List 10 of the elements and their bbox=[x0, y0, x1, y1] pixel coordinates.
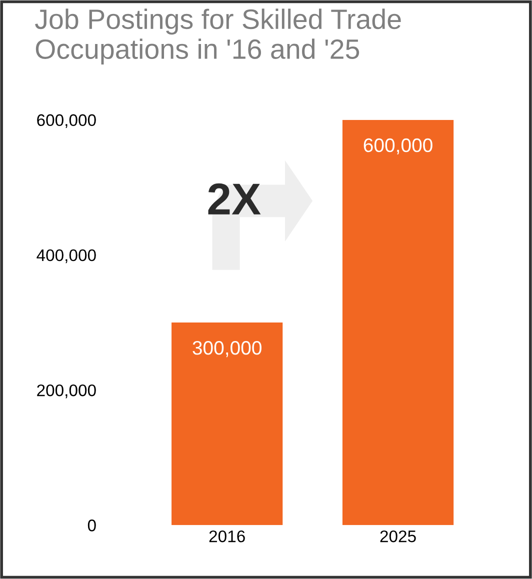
data-label: 300,000 bbox=[192, 341, 262, 358]
y-tick-label: 0 bbox=[88, 520, 96, 532]
y-tick-label: 400,000 bbox=[36, 249, 96, 264]
y-tick-label: 600,000 bbox=[37, 114, 96, 128]
x-tick-label: 2016 bbox=[209, 530, 245, 542]
data-label: 600,000 bbox=[364, 138, 432, 154]
chart-title: Job Postings for Skilled Trade Occupations in '16 and '25 bbox=[35, 8, 401, 64]
x-tick-label: 2025 bbox=[380, 530, 416, 542]
y-tick-label: 200,000 bbox=[37, 384, 96, 398]
annotation: 2X bbox=[208, 183, 261, 214]
